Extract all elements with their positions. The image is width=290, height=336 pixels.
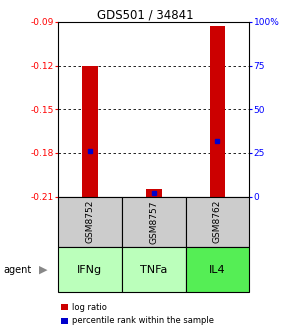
Text: IFNg: IFNg (77, 265, 102, 275)
Text: log ratio: log ratio (72, 303, 107, 312)
Text: GSM8762: GSM8762 (213, 200, 222, 244)
Text: ▶: ▶ (39, 265, 48, 275)
Text: agent: agent (3, 265, 31, 275)
Text: GDS501 / 34841: GDS501 / 34841 (97, 8, 193, 22)
Bar (209, 26, 225, 197)
Text: TNFa: TNFa (140, 265, 167, 275)
Text: GSM8752: GSM8752 (85, 200, 95, 244)
Text: GSM8757: GSM8757 (149, 200, 158, 244)
Text: IL4: IL4 (209, 265, 226, 275)
Bar (146, 189, 162, 197)
Text: percentile rank within the sample: percentile rank within the sample (72, 317, 215, 325)
Bar (82, 66, 98, 197)
